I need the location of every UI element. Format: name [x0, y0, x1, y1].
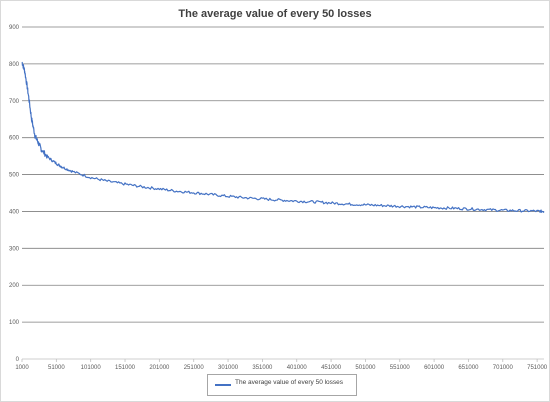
y-tick-label: 800 [9, 62, 20, 68]
legend-swatch [215, 384, 231, 386]
gridlines [22, 26, 544, 360]
x-tick-label: 451000 [321, 365, 342, 371]
y-tick-label: 0 [16, 357, 20, 363]
y-tick-label: 600 [9, 136, 20, 142]
series-group [21, 61, 545, 213]
x-tick-label: 151000 [115, 365, 136, 371]
x-tick-label: 401000 [287, 365, 308, 371]
y-tick-label: 900 [9, 25, 20, 31]
y-tick-label: 400 [9, 209, 20, 215]
y-tick-label: 200 [9, 283, 20, 289]
x-tick-label: 601000 [424, 365, 445, 371]
y-tick-label: 700 [9, 99, 20, 105]
x-tick-label: 751000 [527, 365, 548, 371]
x-tick-label: 501000 [355, 365, 376, 371]
chart-title: The average value of every 50 losses [178, 8, 372, 20]
x-tick-label: 351000 [252, 365, 273, 371]
legend: The average value of every 50 losses [207, 374, 357, 396]
legend-label: The average value of every 50 losses [235, 379, 344, 386]
x-tick-label: 551000 [390, 365, 411, 371]
x-axis-ticks: 1000 51000 101000 151000 201000 251000 301000 3… [15, 359, 548, 371]
x-tick-label: 201000 [149, 365, 170, 371]
x-tick-label: 1000 [15, 365, 29, 371]
x-tick-label: 701000 [493, 365, 514, 371]
x-tick-label: 51000 [48, 365, 65, 371]
y-tick-label: 300 [9, 246, 20, 252]
series-line-0 [21, 61, 545, 213]
x-tick-label: 301000 [218, 365, 239, 371]
x-tick-label: 651000 [458, 365, 479, 371]
x-tick-label: 101000 [81, 365, 102, 371]
y-axis-ticks: 0 100 200 300 400 500 600 700 800 900 [9, 25, 20, 363]
y-tick-label: 100 [9, 320, 20, 326]
y-tick-label: 500 [9, 173, 20, 179]
x-tick-label: 251000 [184, 365, 205, 371]
